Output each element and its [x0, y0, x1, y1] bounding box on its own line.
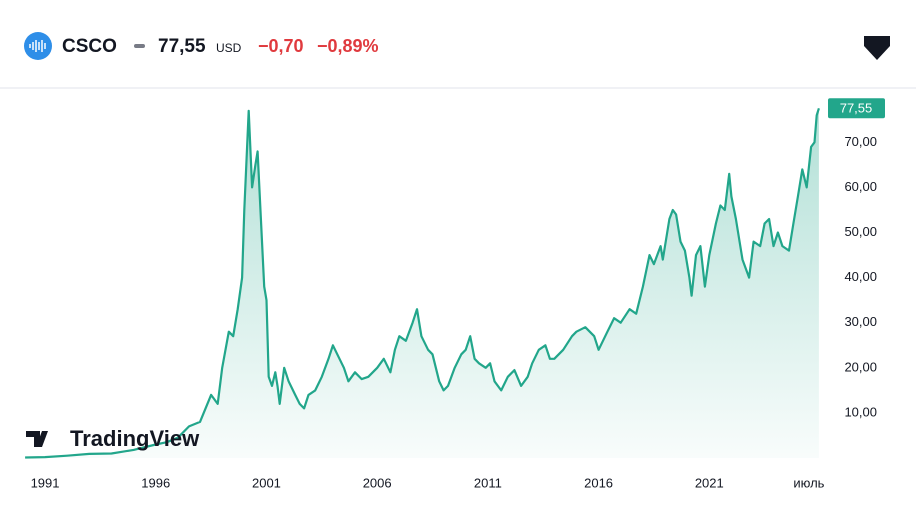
- x-tick-label: 2016: [584, 475, 613, 490]
- tv-logo: [26, 431, 48, 447]
- y-tick-label: 20,00: [844, 359, 877, 374]
- x-tick-label: 1991: [31, 475, 60, 490]
- y-tick-label: 60,00: [844, 179, 877, 194]
- change-percent: −0,89%: [317, 36, 379, 56]
- y-tick-label: 30,00: [844, 314, 877, 329]
- x-tick-label: июль: [793, 475, 824, 490]
- logo-text: TradingView: [70, 426, 200, 451]
- ticker: CSCO: [62, 36, 117, 57]
- menu-icon[interactable]: [864, 36, 890, 60]
- change: −0,70: [258, 36, 304, 56]
- ticker-icon: [24, 32, 52, 60]
- y-tick-label: 70,00: [844, 134, 877, 149]
- price: 77,55: [158, 36, 206, 57]
- x-tick-label: 2021: [695, 475, 724, 490]
- currency: USD: [216, 41, 242, 55]
- y-tick-label: 50,00: [844, 224, 877, 239]
- price-line: [25, 107, 820, 459]
- x-tick-label: 2006: [363, 475, 392, 490]
- ticker-icon-wave: [29, 40, 46, 52]
- last-price-badge: [828, 98, 885, 119]
- separator: [134, 44, 145, 48]
- y-tick-label: 40,00: [844, 269, 877, 284]
- area-fill: [25, 108, 819, 459]
- x-tick-label: 2011: [474, 475, 502, 490]
- x-tick-label: 1996: [141, 475, 170, 490]
- last-price-label: 77,55: [840, 101, 873, 116]
- y-tick-label: 10,00: [844, 404, 877, 419]
- x-tick-label: 2001: [252, 475, 281, 490]
